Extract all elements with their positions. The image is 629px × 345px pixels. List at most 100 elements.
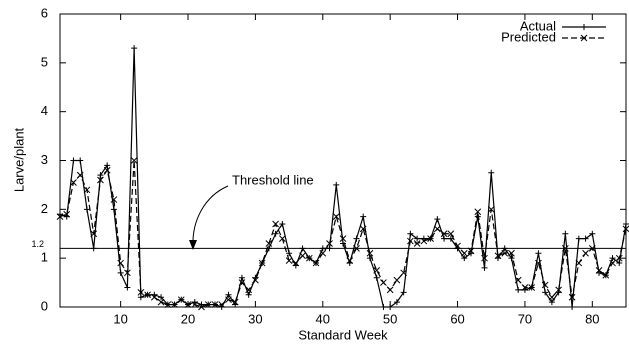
point-marker <box>158 294 165 301</box>
x-tick-label: 60 <box>450 311 464 326</box>
x-tick-label: 70 <box>518 311 532 326</box>
point-marker <box>117 269 124 276</box>
point-marker <box>97 176 104 184</box>
point-marker <box>501 245 508 252</box>
point-marker <box>508 255 515 262</box>
y-axis-label: Larve/plant <box>11 127 26 192</box>
point-marker <box>97 172 104 179</box>
point-marker <box>427 235 434 242</box>
point-marker <box>171 301 178 308</box>
point-marker <box>346 257 354 264</box>
point-marker <box>130 157 138 164</box>
point-marker <box>238 279 246 286</box>
point-marker <box>191 301 199 308</box>
point-marker <box>575 235 582 242</box>
point-marker <box>441 235 448 242</box>
point-marker <box>541 281 549 289</box>
point-marker <box>393 276 401 284</box>
point-marker <box>225 296 232 304</box>
point-marker <box>413 240 421 247</box>
threshold-label: Threshold line <box>232 172 314 187</box>
point-marker <box>535 259 542 267</box>
point-marker <box>211 301 219 308</box>
point-marker <box>238 274 245 281</box>
point-marker <box>184 301 192 308</box>
point-marker <box>488 169 495 176</box>
point-marker <box>433 225 441 233</box>
point-marker <box>360 213 367 220</box>
point-marker <box>177 296 185 304</box>
point-marker <box>319 245 326 252</box>
point-marker <box>440 230 448 238</box>
point-marker <box>333 181 340 188</box>
point-marker <box>56 213 64 221</box>
point-marker <box>434 216 441 223</box>
point-marker <box>70 157 77 164</box>
point-marker <box>231 298 239 306</box>
point-marker <box>575 259 583 267</box>
point-marker <box>326 240 333 247</box>
point-marker <box>373 267 381 274</box>
point-marker <box>569 304 576 310</box>
x-tick-label: 40 <box>316 311 330 326</box>
point-marker <box>117 259 124 267</box>
point-marker <box>124 269 131 277</box>
point-marker <box>258 259 266 267</box>
point-marker <box>272 230 279 237</box>
point-marker <box>521 284 529 291</box>
point-marker <box>548 293 556 301</box>
point-marker <box>157 298 165 306</box>
point-marker <box>312 259 320 267</box>
point-marker <box>144 291 151 299</box>
y-tick-label: 4 <box>41 103 48 118</box>
point-marker <box>393 299 400 306</box>
point-marker <box>279 220 286 227</box>
point-marker <box>104 162 111 169</box>
point-marker <box>589 230 596 237</box>
point-marker <box>245 291 252 298</box>
y-tick-label: 2 <box>41 201 48 216</box>
point-marker <box>380 304 387 310</box>
x-tick-label: 80 <box>585 311 599 326</box>
point-marker <box>407 237 414 245</box>
point-marker <box>286 250 293 257</box>
point-marker <box>110 196 118 203</box>
point-marker <box>245 286 253 294</box>
y-tick-label: 0 <box>41 298 48 313</box>
point-marker <box>414 235 421 242</box>
y-tick-label: 5 <box>41 54 48 69</box>
point-marker <box>76 171 84 179</box>
point-marker <box>353 245 360 252</box>
point-marker <box>124 284 131 291</box>
point-marker <box>366 249 374 257</box>
point-marker <box>164 301 172 308</box>
point-marker <box>568 293 576 301</box>
point-marker <box>588 245 596 252</box>
point-marker <box>359 225 367 233</box>
point-marker <box>386 286 394 294</box>
point-marker <box>494 252 502 260</box>
point-marker <box>339 235 347 242</box>
point-marker <box>481 254 488 262</box>
point-marker <box>103 166 111 174</box>
point-marker <box>252 276 259 284</box>
point-marker <box>454 242 461 250</box>
point-marker <box>555 286 562 294</box>
point-marker <box>528 284 536 291</box>
threshold-tick-label: 1.2 <box>31 239 44 249</box>
y-tick-label: 3 <box>41 152 48 167</box>
point-marker <box>474 208 482 216</box>
point-marker <box>319 249 327 257</box>
point-marker <box>447 230 455 238</box>
legend-marker <box>581 24 587 30</box>
point-marker <box>387 304 394 310</box>
point-marker <box>373 274 380 281</box>
point-marker <box>616 260 623 267</box>
point-marker <box>602 271 610 279</box>
point-marker <box>77 157 84 164</box>
point-marker <box>225 291 232 298</box>
x-tick-label: 20 <box>181 311 195 326</box>
point-marker <box>515 286 522 293</box>
